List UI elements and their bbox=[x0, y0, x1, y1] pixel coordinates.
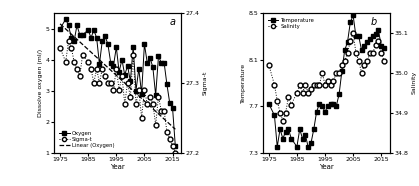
Legend: Oxygen, Sigma-t, Linear (Oxygen): Oxygen, Sigma-t, Linear (Oxygen) bbox=[57, 129, 116, 150]
X-axis label: Year: Year bbox=[319, 164, 334, 170]
X-axis label: Year: Year bbox=[110, 164, 125, 170]
Y-axis label: Sigma-t: Sigma-t bbox=[203, 70, 207, 95]
Y-axis label: Salinity: Salinity bbox=[411, 71, 416, 94]
Y-axis label: Dissolve oxygen (ml/): Dissolve oxygen (ml/) bbox=[38, 49, 43, 117]
Y-axis label: Temperature: Temperature bbox=[241, 63, 246, 103]
Text: b: b bbox=[371, 17, 377, 27]
Text: a: a bbox=[170, 17, 176, 27]
Legend: Temperature, Salinity: Temperature, Salinity bbox=[266, 16, 317, 31]
